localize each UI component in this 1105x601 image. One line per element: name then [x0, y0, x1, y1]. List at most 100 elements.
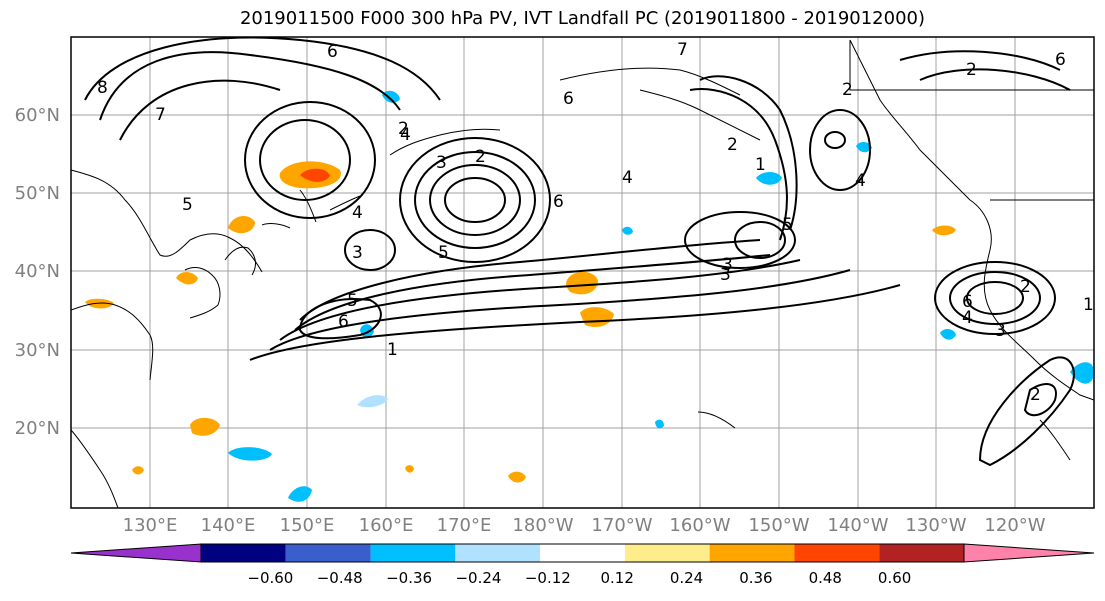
- pv-patch-pos: [85, 298, 114, 309]
- latitude-labels: 60°N 50°N 40°N 30°N 20°N: [15, 105, 60, 439]
- colorbar-segment: [879, 544, 964, 562]
- lon-label: 160°W: [669, 515, 730, 536]
- lon-label: 150°E: [280, 515, 335, 536]
- lon-label: 170°E: [437, 515, 492, 536]
- contour-label: 3: [436, 153, 447, 173]
- pv-patch-pos: [508, 471, 526, 483]
- contour-label: 6: [563, 89, 574, 109]
- contour-label: 3: [352, 243, 363, 263]
- contour-label: 8: [97, 78, 108, 98]
- contour-label: 4: [352, 203, 363, 223]
- contour-label: 7: [677, 40, 688, 60]
- pv-patch-pos: [566, 271, 598, 295]
- pv-patch-neg: [940, 329, 956, 340]
- colorbar-tick-label: 0.36: [739, 569, 772, 587]
- pv-contours: [84, 37, 1075, 467]
- lon-label: 170°W: [591, 515, 652, 536]
- pv-patch-pos: [190, 417, 220, 436]
- colorbar-extend-high: [963, 543, 1095, 563]
- pv-patch-neg: [228, 447, 272, 461]
- colorbar-segment: [540, 544, 625, 562]
- pv-patch-neg: [357, 395, 388, 408]
- colorbar-tick-label: 0.12: [600, 569, 633, 587]
- pv-patch-pos: [176, 272, 198, 285]
- contour-label: 4: [855, 171, 866, 191]
- longitude-labels: 130°E 140°E 150°E 160°E 170°E 180°W 170°…: [123, 515, 1046, 536]
- pv-patch-neg: [288, 486, 312, 502]
- contour-label: 6: [1055, 50, 1066, 70]
- colorbar-segment: [794, 544, 880, 562]
- contour-label: 2: [475, 147, 486, 167]
- pv-patch-neg: [622, 226, 633, 235]
- pv-patch-neg: [655, 419, 664, 429]
- pv-patch-pos: [405, 465, 414, 473]
- contour-label: 5: [182, 195, 193, 215]
- colorbar-tick-label: −0.60: [247, 569, 293, 587]
- lon-label: 130°E: [123, 515, 178, 536]
- contour-labels: 8 7 6 5 4 3 2 1 6 5 4 3 2 6 5 4 3 2 1 7 …: [97, 40, 1094, 405]
- lon-label: 160°E: [359, 515, 414, 536]
- contour-label: 5: [347, 291, 358, 311]
- pv-patch-pos: [132, 466, 144, 475]
- colorbar-tick-label: 0.60: [878, 569, 911, 587]
- contour-label: 4: [962, 308, 973, 328]
- pv-patch-neg: [856, 142, 872, 153]
- contour-label: 6: [338, 312, 349, 332]
- coastlines: [71, 39, 1094, 508]
- colorbar-tick-label: −0.48: [317, 569, 363, 587]
- lon-label: 120°W: [984, 515, 1045, 536]
- contour-label: 3: [995, 321, 1006, 341]
- pv-patch-pos: [228, 216, 255, 234]
- colorbar-extend-low: [70, 543, 202, 563]
- pv-patch-neg: [382, 90, 400, 103]
- contour-label: 5: [438, 243, 449, 263]
- lat-label: 30°N: [15, 340, 60, 361]
- lon-label: 140°W: [827, 515, 888, 536]
- lat-label: 50°N: [15, 183, 60, 204]
- lat-label: 20°N: [15, 418, 60, 439]
- contour-label: 2: [398, 119, 409, 139]
- pv-shading: [85, 90, 1094, 502]
- colorbar-tick-label: −0.12: [525, 569, 571, 587]
- lon-label: 150°W: [748, 515, 809, 536]
- colorbar-segment: [370, 544, 456, 562]
- contour-label: 2: [727, 135, 738, 155]
- lat-label: 40°N: [15, 261, 60, 282]
- lat-label: 60°N: [15, 105, 60, 126]
- contour-label: 5: [782, 215, 793, 235]
- colorbar-segment: [709, 544, 795, 562]
- contour-label: 2: [842, 80, 853, 100]
- contour-label: 2: [966, 60, 977, 80]
- contour-label: 1: [755, 155, 766, 175]
- contour-label: 3: [720, 265, 731, 285]
- contour-label: 2: [1030, 385, 1041, 405]
- contour-label: 7: [155, 105, 166, 125]
- colorbar: −0.60 −0.48 −0.36 −0.24 −0.12 0.12 0.24 0.36 0.4…: [70, 543, 1095, 587]
- contour-label: 4: [622, 168, 633, 188]
- colorbar-segment: [455, 544, 541, 562]
- colorbar-segment: [285, 544, 371, 562]
- contour-label: 1: [1083, 295, 1094, 315]
- pv-patch-pos: [300, 168, 330, 182]
- pv-patch-neg: [1070, 362, 1094, 384]
- colorbar-segment: [624, 544, 710, 562]
- colorbar-border: [200, 543, 965, 563]
- colorbar-tick-label: −0.36: [386, 569, 432, 587]
- lon-label: 130°W: [905, 515, 966, 536]
- colorbar-tick-label: 0.24: [670, 569, 703, 587]
- contour-label: 6: [327, 42, 338, 62]
- lon-label: 140°E: [201, 515, 256, 536]
- pv-patch-pos: [932, 225, 956, 236]
- lon-label: 180°W: [512, 515, 573, 536]
- colorbar-tick-label: −0.24: [455, 569, 501, 587]
- gridlines: [71, 37, 1094, 508]
- map-title: 2019011500 F000 300 hPa PV, IVT Landfall…: [239, 8, 926, 29]
- colorbar-tick-label: 0.48: [809, 569, 842, 587]
- map-border: [70, 36, 1095, 509]
- contour-label: 2: [1020, 277, 1031, 297]
- pv-patch-neg: [756, 172, 782, 185]
- contour-label: 6: [962, 292, 973, 312]
- contour-label: 3: [722, 255, 733, 275]
- contour-label: 4: [400, 125, 411, 145]
